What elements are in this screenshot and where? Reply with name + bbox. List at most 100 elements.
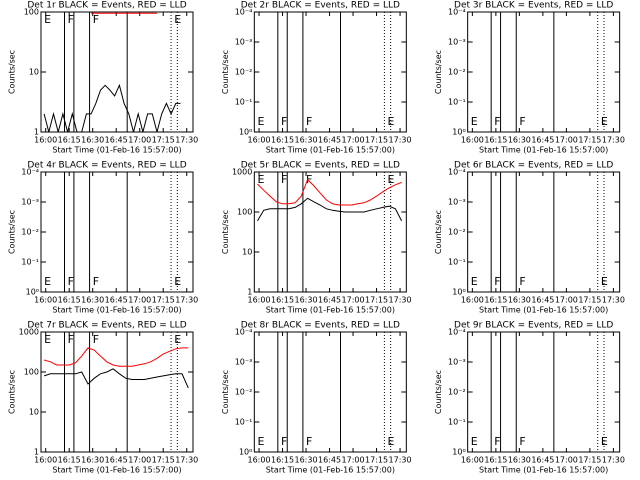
- x-tick-label: 16:00: [34, 296, 57, 305]
- x-tick-label: 17:00: [555, 296, 578, 305]
- x-axis-label: Start Time (01-Feb-16 15:57:00): [479, 306, 608, 315]
- y-tick-label: 10⁻³: [448, 358, 466, 367]
- y-tick-label: 1000: [19, 328, 39, 337]
- y-tick-label: 10⁰: [452, 288, 465, 297]
- panel: Det 1r BLACK = Events, RED = LLD Start Ti…: [8, 1, 199, 155]
- x-tick-label: 17:30: [175, 456, 198, 465]
- x-tick-label: 17:30: [175, 136, 198, 145]
- y-tick-label: 1: [34, 448, 39, 457]
- annotation: E: [388, 115, 395, 128]
- plot-frame: [40, 171, 194, 293]
- y-tick-label: 10⁻⁴: [235, 8, 253, 17]
- annotation: F: [281, 435, 287, 448]
- x-tick-label: 16:30: [81, 456, 104, 465]
- annotation: E: [471, 115, 478, 128]
- y-tick-label: 10⁻⁴: [235, 328, 253, 337]
- annotation: F: [494, 115, 500, 128]
- x-tick-label: 16:30: [508, 456, 531, 465]
- y-axis-label: Counts/sec: [221, 370, 230, 414]
- x-tick-label: 17:00: [128, 456, 151, 465]
- annotation: F: [68, 13, 74, 26]
- y-tick-label: 10⁻¹: [448, 418, 466, 427]
- y-tick-label: 10⁻³: [235, 358, 253, 367]
- annotation: E: [257, 173, 264, 186]
- annotation: E: [601, 275, 608, 288]
- annotation: E: [471, 435, 478, 448]
- x-axis-label: Start Time (01-Feb-16 15:57:00): [52, 306, 181, 315]
- x-tick-label: 16:15: [58, 456, 81, 465]
- annotation: E: [257, 115, 264, 128]
- y-tick-label: 10⁻³: [235, 38, 253, 47]
- x-tick-label: 17:15: [152, 456, 175, 465]
- annotation: F: [93, 13, 99, 26]
- annotation: E: [388, 435, 395, 448]
- y-axis-label: Counts/sec: [221, 50, 230, 94]
- x-tick-label: 17:15: [365, 136, 388, 145]
- x-tick-label: 17:15: [578, 456, 601, 465]
- x-tick-label: 16:15: [271, 456, 294, 465]
- y-tick-label: 10⁻³: [448, 38, 466, 47]
- panel-title: Det 8r BLACK = Events, RED = LLD: [241, 321, 400, 331]
- y-tick-label: 1: [34, 128, 39, 137]
- annotation: F: [519, 115, 525, 128]
- annotation: E: [257, 435, 264, 448]
- annotation: F: [494, 435, 500, 448]
- x-tick-label: 16:30: [81, 296, 104, 305]
- x-tick-label: 16:45: [318, 136, 341, 145]
- x-tick-label: 17:15: [365, 296, 388, 305]
- x-tick-label: 17:15: [578, 296, 601, 305]
- x-tick-label: 17:00: [342, 296, 365, 305]
- annotation: F: [519, 435, 525, 448]
- panel-title: Det 3r BLACK = Events, RED = LLD: [454, 1, 613, 11]
- plot-frame: [253, 171, 407, 293]
- annotation: F: [281, 115, 287, 128]
- panel-title: Det 5r BLACK = Events, RED = LLD: [241, 161, 400, 171]
- x-tick-label: 16:45: [105, 136, 128, 145]
- y-axis-label: Counts/sec: [8, 50, 17, 94]
- x-tick-label: 16:45: [105, 296, 128, 305]
- annotation: F: [68, 333, 74, 346]
- panel: Det 2r BLACK = Events, RED = LLD Start Ti…: [221, 1, 412, 155]
- x-tick-label: 16:00: [461, 136, 484, 145]
- y-tick-label: 10⁻²: [235, 388, 253, 397]
- x-tick-label: 16:15: [484, 296, 507, 305]
- x-tick-label: 17:30: [389, 136, 412, 145]
- x-tick-label: 17:00: [342, 456, 365, 465]
- x-tick-label: 17:30: [389, 296, 412, 305]
- x-axis-label: Start Time (01-Feb-16 15:57:00): [266, 146, 395, 155]
- annotation: F: [494, 275, 500, 288]
- y-tick-label: 1000: [232, 168, 252, 177]
- panel: Det 8r BLACK = Events, RED = LLD Start Ti…: [221, 321, 412, 475]
- y-tick-label: 10: [29, 68, 39, 77]
- x-axis-label: Start Time (01-Feb-16 15:57:00): [266, 306, 395, 315]
- x-tick-label: 16:45: [531, 296, 554, 305]
- series-line: [43, 83, 181, 132]
- x-tick-label: 16:45: [531, 136, 554, 145]
- y-tick-label: 100: [237, 208, 252, 217]
- y-tick-label: 10⁻²: [448, 388, 466, 397]
- x-tick-label: 17:15: [578, 136, 601, 145]
- x-tick-label: 16:30: [81, 136, 104, 145]
- x-tick-label: 17:15: [152, 136, 175, 145]
- x-tick-label: 16:15: [58, 136, 81, 145]
- x-tick-label: 17:30: [602, 456, 625, 465]
- x-tick-label: 16:30: [508, 296, 531, 305]
- x-tick-label: 16:45: [318, 456, 341, 465]
- y-tick-label: 10⁰: [452, 448, 465, 457]
- plot-frame: [40, 331, 194, 453]
- x-tick-label: 16:15: [484, 456, 507, 465]
- annotation: E: [174, 13, 181, 26]
- annotation: E: [44, 275, 51, 288]
- plot-frame: [467, 331, 621, 453]
- y-tick-label: 10⁻²: [448, 68, 466, 77]
- x-tick-label: 17:00: [555, 456, 578, 465]
- x-tick-label: 17:15: [365, 456, 388, 465]
- y-axis-label: Counts/sec: [434, 210, 443, 254]
- annotation: F: [519, 275, 525, 288]
- annotation: F: [281, 173, 287, 186]
- x-tick-label: 16:45: [318, 296, 341, 305]
- plot-frame: [467, 171, 621, 293]
- panel: Det 6r BLACK = Events, RED = LLD Start Ti…: [434, 161, 625, 315]
